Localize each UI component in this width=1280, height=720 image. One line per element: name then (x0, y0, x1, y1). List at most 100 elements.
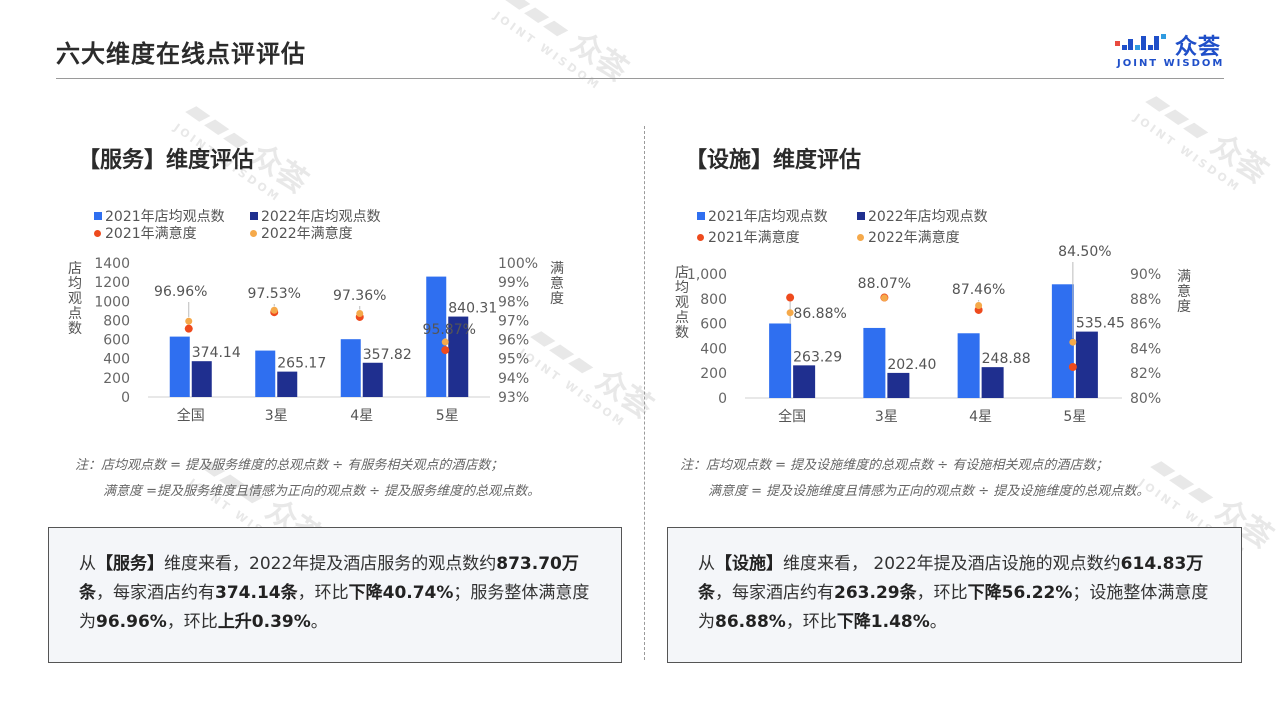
legend-2021-satisfaction: 2021年满意度 (697, 227, 800, 247)
y2-tick-label: 99% (498, 275, 529, 291)
y-tick-label: 400 (103, 352, 130, 368)
bar-2022-value-label: 840.31 (448, 301, 497, 317)
left-y-axis-label: 店均观点数 (675, 265, 689, 341)
bar-2022-value-label: 248.88 (982, 351, 1031, 367)
y-tick-label: 1400 (94, 256, 130, 272)
legend-swatch (697, 234, 704, 241)
x-tick-label: 4星 (350, 408, 373, 424)
dot-2022 (356, 310, 364, 318)
dot-2022 (786, 309, 794, 317)
legend-swatch (250, 230, 257, 237)
satisfaction-value-label: 87.46% (952, 282, 1005, 298)
service-summary-box: 从【服务】维度来看，2022年提及酒店服务的观点数约873.70万条，每家酒店约… (48, 527, 622, 663)
satisfaction-value-label: 95.87% (423, 322, 476, 338)
dot-2022 (441, 338, 449, 346)
y2-tick-label: 100% (498, 256, 538, 272)
dot-2021 (1068, 363, 1077, 371)
legend-2021-satisfaction: 2021年满意度 (94, 223, 197, 243)
satisfaction-value-label: 96.96% (154, 284, 207, 300)
y2-tick-label: 84% (1130, 341, 1161, 357)
facility-chart: 0 200 400 600 800 1,000 80% 82% 84% 86% 88% 90% 263.… (687, 244, 1161, 425)
y-tick-label: 200 (700, 366, 727, 382)
y-tick-label: 200 (103, 371, 130, 387)
y2-tick-label: 82% (1130, 366, 1161, 382)
title-divider (56, 78, 1224, 79)
satisfaction-value-label: 84.50% (1058, 244, 1111, 260)
dot-2022 (1069, 338, 1077, 346)
y-tick-label: 400 (700, 341, 727, 357)
bar-2022-value-label: 202.40 (887, 357, 936, 373)
dot-2022 (185, 317, 193, 325)
bar-2022 (1075, 331, 1098, 398)
facility-note-line1: 注：店均观点数 = 提及设施维度的总观点数 ÷ 有设施相关观点的酒店数； (680, 458, 1109, 473)
legend-2022-satisfaction: 2022年满意度 (250, 223, 353, 243)
bar-2021 (255, 350, 276, 397)
dot-2022 (880, 294, 888, 302)
legend-2021-count: 2021年店均观点数 (697, 206, 828, 226)
bar-2021 (863, 327, 886, 398)
y2-tick-label: 94% (498, 371, 529, 387)
bar-2022 (981, 367, 1004, 398)
y2-tick-label: 98% (498, 294, 529, 310)
y2-tick-label: 90% (1130, 267, 1161, 283)
bar-2021 (426, 276, 447, 397)
x-tick-label: 全国 (177, 407, 205, 424)
dot-2022 (975, 301, 983, 309)
y-tick-label: 1200 (94, 275, 130, 291)
bar-2021 (769, 323, 792, 398)
legend-swatch (250, 212, 258, 220)
legend-2022-count: 2022年店均观点数 (857, 206, 988, 226)
bar-2022 (448, 316, 469, 397)
x-tick-label: 5星 (436, 408, 459, 424)
service-chart: 0 200 400 600 800 1000 1200 1400 93% 94% 95% 96% 97%… (94, 256, 538, 424)
satisfaction-value-label: 97.36% (333, 288, 386, 304)
legend-swatch (94, 212, 102, 220)
satisfaction-value-label: 97.53% (248, 286, 301, 302)
x-tick-label: 3星 (265, 408, 288, 424)
legend-2021-count: 2021年店均观点数 (94, 206, 225, 226)
y2-tick-label: 93% (498, 390, 529, 406)
bar-2022 (793, 365, 816, 398)
bar-2022-value-label: 357.82 (363, 347, 412, 363)
bar-2022 (191, 361, 212, 397)
facility-note-line2: 满意度 = 提及设施维度且情感为正向的观点数 ÷ 提及设施维度的总观点数。 (708, 484, 1150, 499)
logo-name: 众荟 (1175, 35, 1222, 60)
bar-2022-value-label: 535.45 (1076, 316, 1125, 332)
service-note-line2: 满意度 =提及服务维度且情感为正向的观点数 ÷ 提及服务维度的总观点数。 (103, 484, 541, 499)
left-y-axis-label: 店均观点数 (68, 261, 82, 337)
y2-tick-label: 96% (498, 333, 529, 349)
brand-logo: 众荟 JOINT WISDOM (1115, 30, 1230, 72)
legend-swatch (857, 212, 865, 220)
legend-swatch (857, 234, 864, 241)
bar-2021 (1051, 284, 1074, 398)
y-tick-label: 600 (700, 317, 727, 333)
dot-2021 (441, 346, 450, 355)
y-tick-label: 600 (103, 333, 130, 349)
logo-mark-icon (1115, 34, 1166, 50)
y-tick-label: 1000 (94, 294, 130, 310)
bar-2022 (362, 362, 383, 397)
bar-2022-value-label: 374.14 (192, 345, 241, 361)
legend-swatch (697, 212, 705, 220)
y2-tick-label: 95% (498, 352, 529, 368)
facility-section-title: 【设施】维度评估 (685, 148, 862, 173)
y-tick-label: 1,000 (687, 267, 727, 283)
bar-2021 (340, 339, 361, 397)
bar-2022 (277, 371, 298, 397)
right-y-axis-label: 满意度 (550, 261, 564, 307)
page-title: 六大维度在线点评评估 (56, 40, 306, 68)
service-section-title: 【服务】维度评估 (78, 148, 255, 173)
bar-2021 (169, 336, 190, 397)
y-tick-label: 800 (700, 292, 727, 308)
facility-summary-box: 从【设施】维度来看， 2022年提及酒店设施的观点数约614.83万条，每家酒店… (667, 527, 1242, 663)
bar-2022-value-label: 263.29 (793, 349, 842, 365)
legend-2022-count: 2022年店均观点数 (250, 206, 381, 226)
dot-2022 (270, 306, 278, 314)
y2-tick-label: 97% (498, 313, 529, 329)
y2-tick-label: 80% (1130, 391, 1161, 407)
y-tick-label: 0 (121, 390, 130, 406)
section-divider (644, 126, 645, 660)
y-tick-label: 0 (718, 391, 727, 407)
y-tick-label: 800 (103, 313, 130, 329)
logo-subtitle: JOINT WISDOM (1117, 58, 1225, 69)
